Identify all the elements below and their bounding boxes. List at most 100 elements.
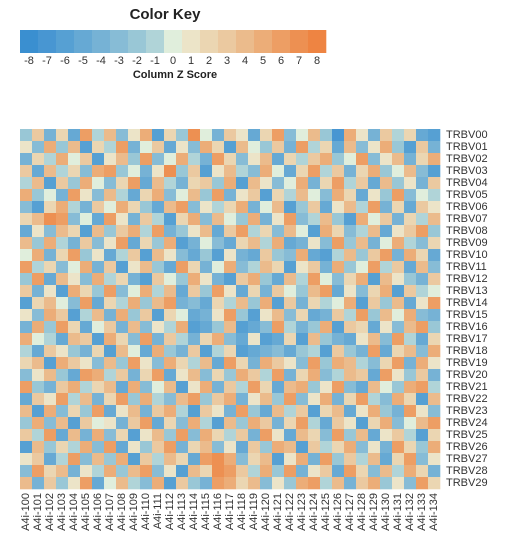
heatmap-cell — [368, 249, 381, 262]
heatmap-cell — [284, 381, 297, 394]
heatmap-cell — [176, 357, 189, 370]
heatmap-cell — [200, 177, 213, 190]
heatmap-cell — [140, 477, 153, 490]
column-label: A4i-118 — [236, 493, 248, 530]
heatmap-cell — [68, 141, 81, 154]
heatmap-cell — [380, 165, 393, 178]
heatmap-cell — [272, 177, 285, 190]
heatmap-cell — [200, 309, 213, 322]
row-label: TRBV28 — [446, 465, 488, 477]
heatmap-cell — [20, 441, 33, 454]
heatmap-cell — [20, 165, 33, 178]
heatmap-cell — [164, 249, 177, 262]
heatmap-cell — [32, 345, 45, 358]
heatmap-cell — [212, 237, 225, 250]
heatmap-cell — [20, 237, 33, 250]
heatmap-cell — [212, 201, 225, 214]
heatmap-cell — [332, 177, 345, 190]
heatmap-cell — [224, 213, 237, 226]
heatmap-cell — [116, 477, 129, 490]
row-label: TRBV02 — [446, 153, 488, 165]
heatmap-cell — [284, 165, 297, 178]
heatmap-cell — [32, 465, 45, 478]
heatmap-cell — [32, 213, 45, 226]
heatmap-cell — [128, 333, 141, 346]
heatmap-cell — [212, 333, 225, 346]
heatmap-cell — [284, 273, 297, 286]
heatmap-cell — [80, 357, 93, 370]
heatmap-cell — [380, 465, 393, 478]
heatmap-cell — [236, 213, 249, 226]
heatmap-cell — [308, 381, 321, 394]
heatmap-cell — [284, 369, 297, 382]
heatmap-cell — [128, 141, 141, 154]
heatmap-cell — [104, 417, 117, 430]
heatmap-cell — [404, 285, 417, 298]
heatmap-cell — [308, 177, 321, 190]
heatmap-cell — [284, 357, 297, 370]
heatmap-cell — [140, 153, 153, 166]
heatmap-cell — [380, 405, 393, 418]
heatmap-cell — [260, 237, 273, 250]
heatmap-cell — [92, 441, 105, 454]
heatmap-cell — [260, 345, 273, 358]
heatmap-cell — [80, 381, 93, 394]
heatmap-cell — [296, 201, 309, 214]
heatmap-cell — [68, 429, 81, 442]
heatmap-cell — [212, 177, 225, 190]
heatmap-cell — [416, 381, 429, 394]
heatmap-cell — [116, 141, 129, 154]
heatmap-cell — [92, 153, 105, 166]
heatmap-cell — [344, 189, 357, 202]
heatmap-cell — [404, 153, 417, 166]
row-label: TRBV01 — [446, 141, 488, 153]
heatmap-cell — [272, 477, 285, 490]
heatmap-cell — [344, 405, 357, 418]
column-label: A4i-110 — [140, 493, 152, 530]
heatmap-cell — [164, 177, 177, 190]
heatmap-cell — [68, 393, 81, 406]
heatmap-cell — [152, 381, 165, 394]
heatmap-cell — [176, 465, 189, 478]
heatmap-cell — [260, 369, 273, 382]
heatmap-cell — [140, 321, 153, 334]
heatmap-cell — [68, 333, 81, 346]
heatmap-cell — [68, 237, 81, 250]
heatmap-cell — [380, 417, 393, 430]
color-key-swatch — [128, 30, 147, 53]
heatmap-cell — [164, 357, 177, 370]
heatmap-cell — [128, 405, 141, 418]
heatmap-cell — [20, 393, 33, 406]
heatmap-cell — [176, 309, 189, 322]
heatmap-cell — [164, 381, 177, 394]
heatmap-cell — [392, 189, 405, 202]
heatmap-cell — [380, 285, 393, 298]
heatmap-cell — [92, 261, 105, 274]
row-label: TRBV12 — [446, 273, 488, 285]
heatmap-cell — [104, 213, 117, 226]
heatmap-cell — [44, 465, 57, 478]
heatmap-cell — [116, 177, 129, 190]
heatmap-cell — [368, 285, 381, 298]
heatmap-cell — [200, 381, 213, 394]
heatmap-cell — [188, 441, 201, 454]
heatmap-cell — [380, 357, 393, 370]
heatmap-cell — [380, 129, 393, 142]
heatmap-cell — [152, 141, 165, 154]
heatmap-cell — [188, 141, 201, 154]
heatmap-cell — [284, 333, 297, 346]
heatmap-cell — [428, 225, 441, 238]
heatmap-cell — [92, 405, 105, 418]
heatmap-cell — [152, 153, 165, 166]
heatmap-cell — [368, 225, 381, 238]
heatmap-cell — [332, 201, 345, 214]
heatmap-cell — [404, 225, 417, 238]
color-key-swatch — [20, 30, 39, 53]
heatmap-cell — [20, 477, 33, 490]
row-label: TRBV10 — [446, 249, 488, 261]
heatmap-cell — [404, 393, 417, 406]
column-label: A4i-127 — [344, 493, 356, 531]
heatmap-cell — [128, 453, 141, 466]
heatmap-cell — [152, 249, 165, 262]
heatmap-cell — [44, 261, 57, 274]
